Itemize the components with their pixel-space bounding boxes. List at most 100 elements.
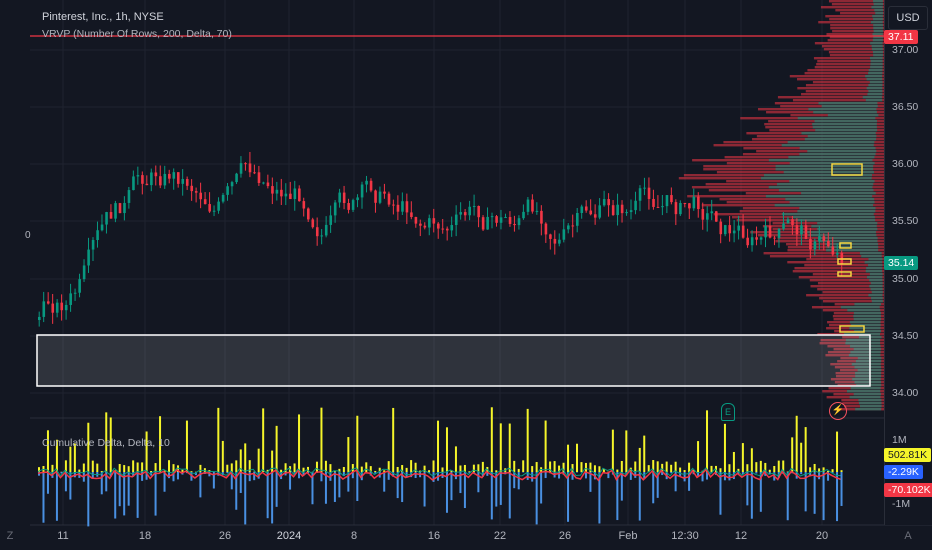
volume-profile-bar <box>778 189 874 192</box>
volume-profile-bar <box>865 75 883 78</box>
candle-body <box>714 211 718 222</box>
delta-bar-up <box>91 460 94 472</box>
delta-bar-down <box>836 472 839 522</box>
delta-bar-up <box>87 422 90 472</box>
delta-bar-down <box>508 472 511 519</box>
volume-profile-bar <box>851 324 881 327</box>
delta-bar-down <box>804 472 807 512</box>
candle-body <box>248 163 252 173</box>
candle-body <box>159 176 162 186</box>
delta-bar-up <box>495 470 498 472</box>
delta-bar-down <box>540 472 543 504</box>
delta-bar-up <box>508 423 511 472</box>
volume-profile-bar <box>781 213 874 216</box>
delta-bar-down <box>661 472 664 476</box>
timezone-corner[interactable]: Z <box>6 530 14 542</box>
candle-body <box>428 218 431 228</box>
volume-profile-bar <box>813 111 877 114</box>
delta-bar-up <box>661 463 664 472</box>
delta-bar-down <box>289 472 292 490</box>
volume-profile-bar <box>777 96 884 99</box>
delta-bar-up <box>257 448 260 472</box>
volume-profile-bar <box>871 48 883 51</box>
delta-bar-up <box>342 467 345 472</box>
candle-body <box>526 199 530 212</box>
delta-bar-up <box>827 470 830 472</box>
lightning-icon[interactable]: ⚡ <box>829 402 847 420</box>
volume-profile-bar <box>828 0 884 3</box>
delta-bar-down <box>221 472 224 475</box>
delta-bar-up <box>369 466 372 472</box>
delta-bar-down <box>239 472 242 493</box>
delta-bar-up <box>145 431 148 472</box>
volume-profile-bar <box>807 135 877 138</box>
delta-bar-down <box>652 472 655 504</box>
candle-body <box>558 239 561 244</box>
delta-bar-up <box>723 423 726 472</box>
time-label: 16 <box>427 530 441 542</box>
candle-body <box>544 223 548 235</box>
volume-profile-bar <box>864 261 883 264</box>
volume-profile-bar <box>846 390 881 393</box>
delta-bar-down <box>719 472 722 515</box>
candle-body <box>665 195 669 207</box>
delta-bar-up <box>324 460 327 472</box>
volume-profile-bar <box>853 348 881 351</box>
candle-body <box>786 219 790 224</box>
candle-body <box>369 180 373 191</box>
volume-profile-bar <box>856 384 882 387</box>
delta-bar-down <box>531 472 534 482</box>
candle-body <box>230 182 234 187</box>
volume-profile-bar <box>817 282 884 285</box>
delta-bar-up <box>356 415 359 472</box>
candle-body <box>293 188 297 200</box>
delta-bar-up <box>315 461 318 472</box>
delta-bar-up <box>401 465 404 472</box>
delta-bar-up <box>69 446 72 472</box>
delta-bar-down <box>513 472 516 489</box>
delta-bar-down <box>141 472 144 481</box>
candle-body <box>118 203 122 214</box>
earnings-marker[interactable]: E <box>721 403 735 421</box>
candle-body <box>333 202 337 216</box>
volume-profile-bar <box>817 288 884 291</box>
time-label: 2024 <box>276 530 302 542</box>
candle-body <box>750 237 754 246</box>
delta-bar-up <box>831 469 834 472</box>
volume-profile-bar <box>813 57 884 60</box>
candle-body <box>360 184 364 198</box>
candle-body <box>670 195 673 203</box>
candle-body <box>629 210 633 213</box>
currency-button[interactable]: USD <box>888 6 928 30</box>
volume-profile-bar <box>873 18 883 21</box>
candle-body <box>42 301 46 317</box>
volume-profile-bar <box>874 9 884 12</box>
candle-body <box>499 217 503 223</box>
candle-body <box>145 183 149 186</box>
cumulative-delta-label[interactable]: Cumulative Delta, Delta, 10 <box>42 437 170 449</box>
candle-body <box>365 180 368 185</box>
volume-profile-bar <box>872 39 883 42</box>
volume-profile-bar <box>870 66 883 69</box>
volume-profile-bar <box>804 72 884 75</box>
symbol-title[interactable]: Pinterest, Inc., 1h, NYSE <box>42 11 164 23</box>
volume-profile-bar <box>812 123 877 126</box>
cumulative-delta-line <box>37 468 841 482</box>
volume-profile-bar <box>807 150 877 153</box>
delta-bar-up <box>688 462 691 472</box>
auto-scale-button[interactable]: A <box>904 530 912 542</box>
candle-body <box>356 197 359 201</box>
delta-bar-down <box>333 472 336 502</box>
candle-body <box>271 186 274 194</box>
volume-profile-bar <box>826 33 884 36</box>
delta-bar-up <box>132 460 135 472</box>
delta-bar-down <box>69 472 72 500</box>
candle-body <box>392 204 395 206</box>
volume-profile-bar <box>763 252 884 255</box>
vrvp-indicator-label[interactable]: VRVP (Number Of Rows, 200, Delta, 70) <box>42 28 232 40</box>
delta-bar-down <box>226 472 229 474</box>
delta-bar-up <box>284 463 287 472</box>
candle-body <box>576 212 579 226</box>
volume-profile-bar <box>829 36 884 39</box>
